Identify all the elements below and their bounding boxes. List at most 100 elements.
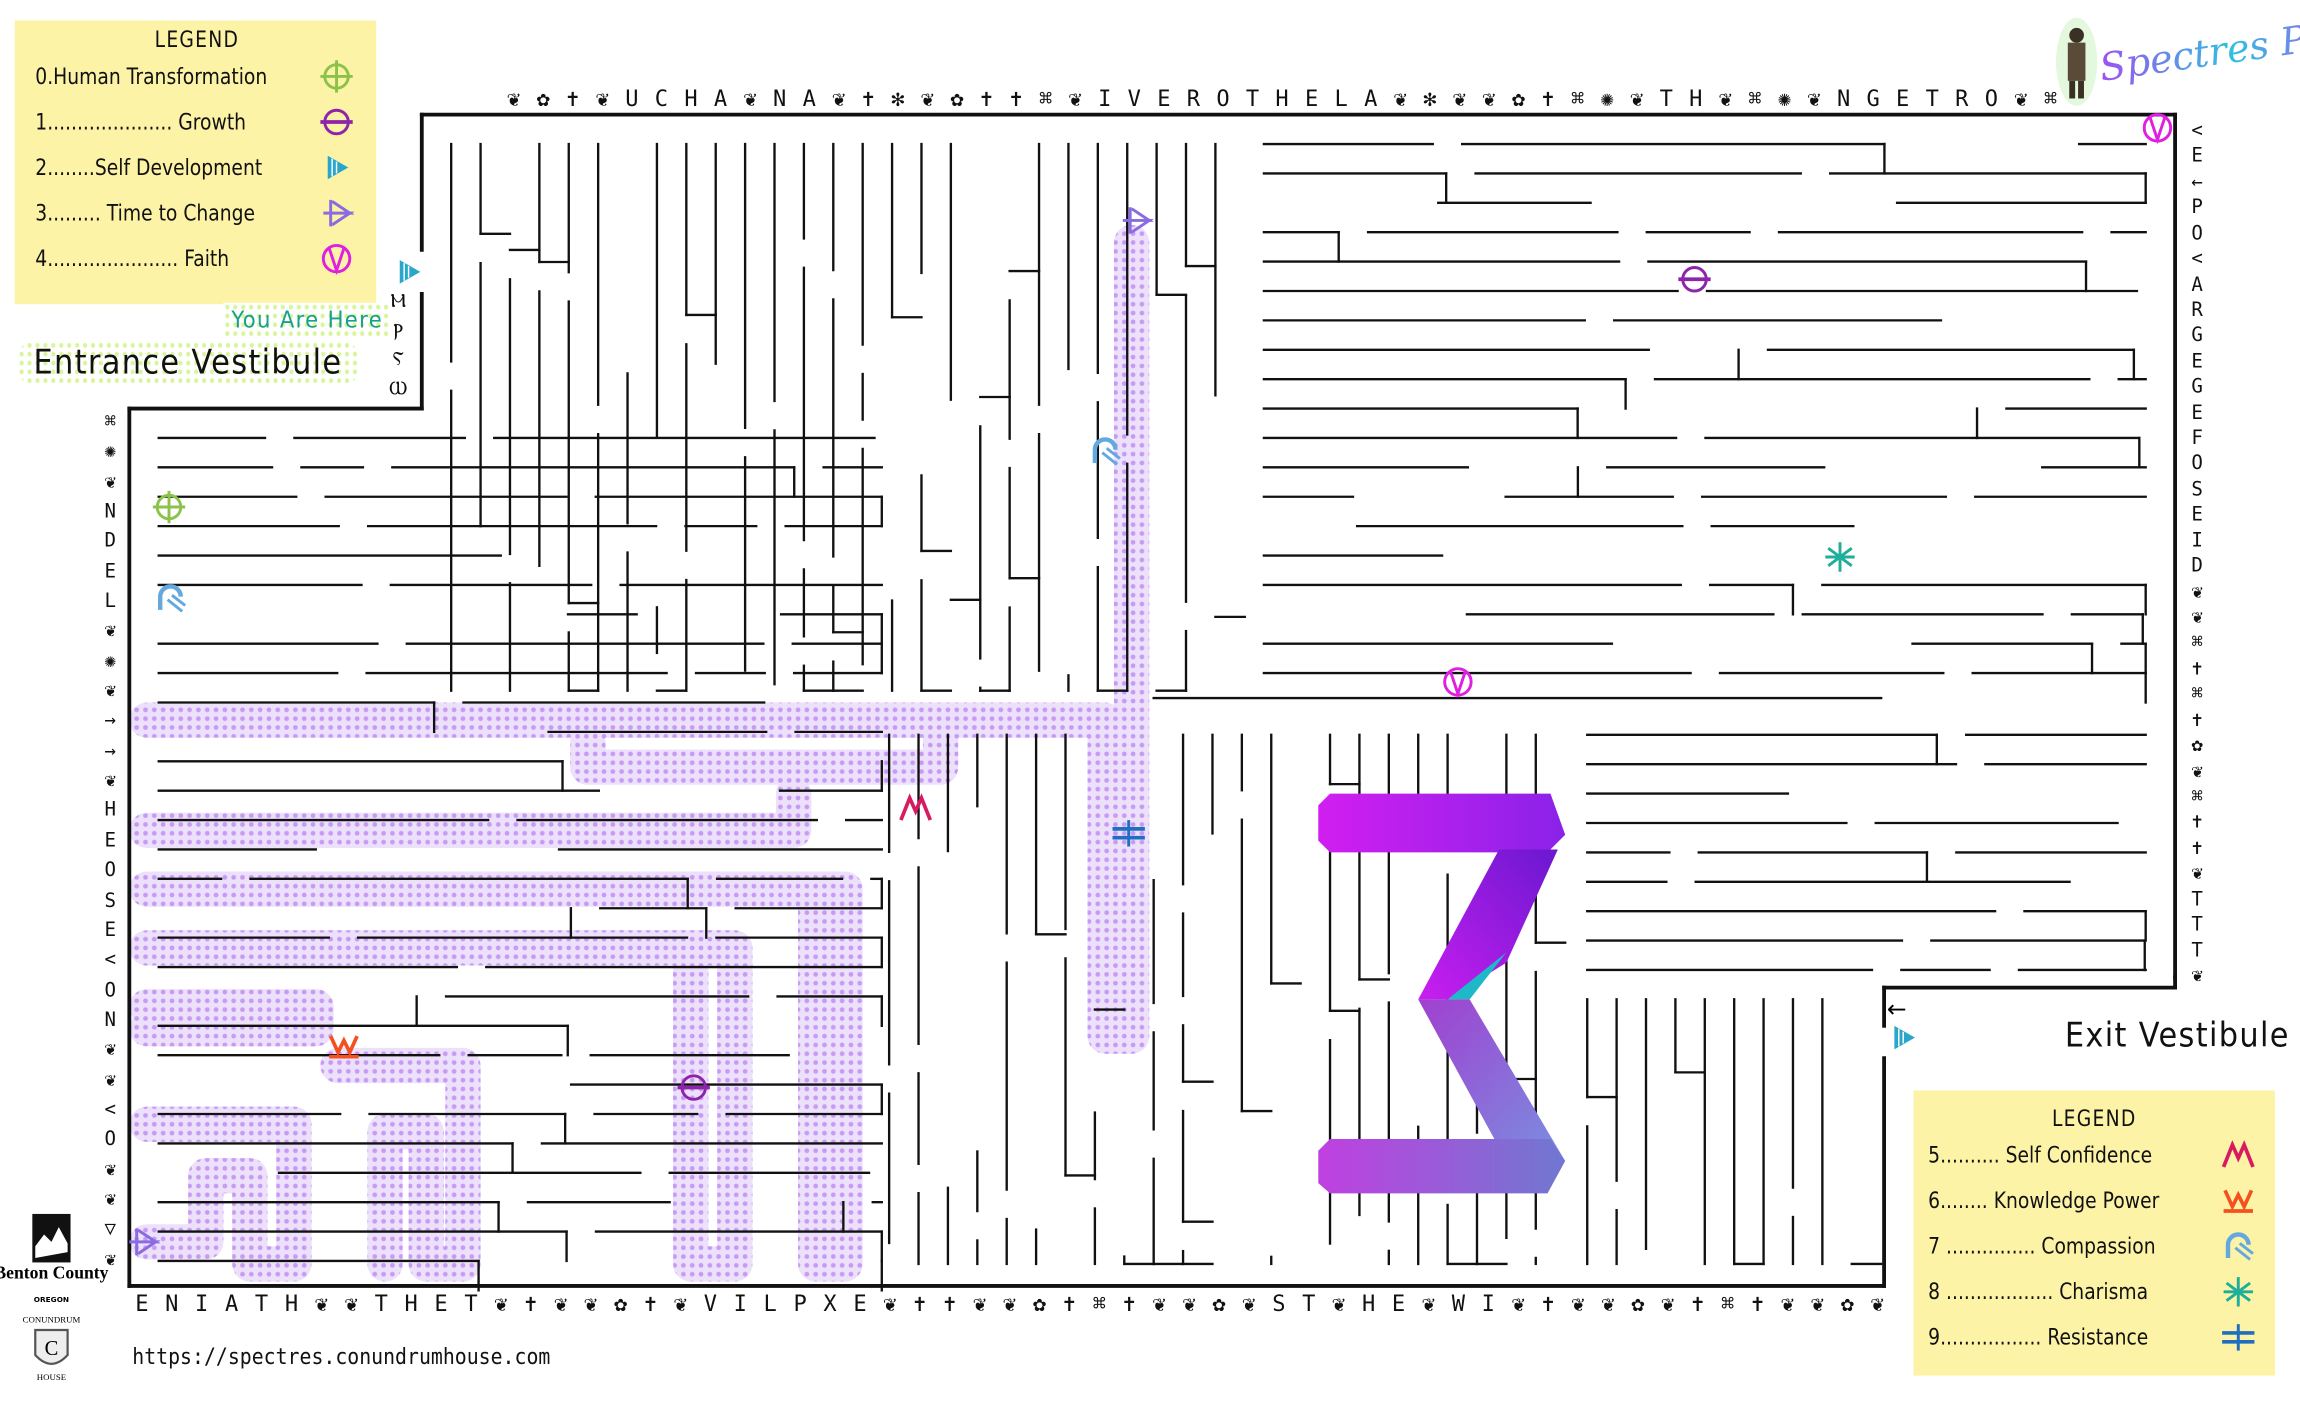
border-glyph: S: [104, 889, 116, 912]
border-glyph: E: [1304, 85, 1319, 112]
border-glyph: T: [374, 1290, 388, 1317]
legend-item: 6........ Knowledge Power: [1928, 1177, 2260, 1223]
border-glyph: ✝: [861, 85, 875, 112]
border-glyph: E: [135, 1290, 149, 1317]
border-glyph: ❦: [1242, 1290, 1256, 1317]
border-glyph: R: [1186, 85, 1201, 112]
border-glyph: E: [434, 1290, 448, 1317]
border-glyph: L: [104, 590, 116, 613]
border-glyph: ❦: [104, 1158, 116, 1182]
legend-item-label: 9................. Resistance: [1928, 1323, 2149, 1350]
border-glyph: ✝: [643, 1290, 658, 1317]
circle-v-icon: [315, 239, 359, 277]
border-glyph: H: [104, 800, 116, 823]
border-glyph: ❦: [344, 1290, 358, 1317]
solved-path-segment: [129, 1106, 312, 1282]
legend-title: LEGEND: [154, 26, 240, 53]
legend-item-label: 3......... Time to Change: [35, 199, 256, 226]
border-glyph: E: [104, 560, 116, 584]
m-zigzag-icon: [899, 793, 932, 821]
border-glyph: ⌘: [1092, 1290, 1106, 1317]
legend-item-label: 1..................... Growth: [35, 108, 247, 135]
arch-icon: [157, 584, 187, 613]
border-glyph: E: [1391, 1290, 1406, 1317]
border-glyph: ❦: [1630, 85, 1644, 112]
border-glyph: ✝: [979, 85, 994, 112]
border-glyph: Ⲙ: [390, 290, 407, 314]
border-glyph: ❦: [2191, 606, 2203, 630]
legend-item-label: 5.......... Self Confidence: [1928, 1141, 2153, 1168]
border-glyph: →: [104, 740, 116, 763]
svg-text:C: C: [45, 1338, 59, 1360]
border-glyph: Ⲱ: [389, 377, 408, 400]
border-glyph: ⌘: [2191, 632, 2203, 655]
border-glyph: O: [104, 979, 116, 1002]
svg-text:OREGON: OREGON: [34, 1295, 69, 1304]
legend-item: 3......... Time to Change: [35, 190, 358, 236]
border-glyph: D: [104, 531, 116, 554]
border-glyph: ❦: [2191, 863, 2203, 886]
border-glyph: ✿: [1212, 1290, 1226, 1317]
border-glyph: ❦: [1332, 1290, 1346, 1317]
border-glyph: ❦: [973, 1290, 987, 1317]
website-url[interactable]: https://spectres.conundrumhouse.com: [132, 1343, 551, 1370]
legend-item-label: 6........ Knowledge Power: [1928, 1186, 2160, 1214]
border-glyph: ⌘: [1721, 1290, 1735, 1317]
crossed-triangle-icon: [129, 1228, 161, 1256]
crown-w-icon: [2216, 1181, 2260, 1219]
border-glyph: C: [654, 85, 669, 112]
border-glyph: T: [1925, 85, 1939, 112]
exit-vestibule-label: Exit Vestibule: [2064, 1016, 2290, 1056]
border-glyph: ❦: [104, 1248, 116, 1271]
border-glyph: ❦: [1152, 1290, 1166, 1317]
circle-v-icon: [1443, 667, 1473, 699]
border-glyph: ❦: [2191, 760, 2203, 783]
circle-cross-icon: [315, 57, 359, 95]
border-glyph: O: [104, 1129, 116, 1152]
border-glyph: R: [1955, 85, 1969, 112]
border-glyph: ✺: [104, 650, 116, 673]
border-glyph: ✿: [1840, 1290, 1854, 1317]
border-glyph: ✝: [2191, 658, 2203, 681]
exit-arrow-icon: ←: [1887, 995, 1907, 1023]
border-glyph: ❦: [1068, 85, 1082, 112]
border-glyph: ✺: [1777, 85, 1792, 112]
legend-item: 8 .................. Charisma: [1928, 1268, 2260, 1314]
legend-item: 0.Human Transformation: [35, 53, 358, 99]
border-glyph: ✝: [2191, 709, 2203, 732]
border-glyph: ❦: [1810, 1290, 1825, 1317]
m-zigzag-icon: [2216, 1135, 2260, 1173]
border-glyph: ✿: [1511, 85, 1526, 112]
border-glyph: T: [2191, 888, 2203, 911]
legend-bottom: LEGEND 5.......... Self Confidence 6.....…: [1913, 1090, 2276, 1376]
solved-path-segment: [129, 775, 812, 848]
border-glyph: E: [1157, 85, 1171, 112]
circle-v-icon: [2142, 113, 2173, 145]
border-glyph: T: [254, 1290, 269, 1317]
border-runes-bottom: E N I A T H ❦ ❦ T H E T ❦ ✝ ❦ ❦ ✿ ✝ ❦ V I L P X E ❦ ✝ ✝ ❦ ❦ ✿ ✝ ⌘ ✝ ❦ ❦ ✿ ❦ S T…: [135, 1290, 1884, 1316]
border-glyph: ✝: [524, 1290, 538, 1317]
border-glyph: ❦: [554, 1290, 568, 1317]
border-glyph: ✺: [104, 441, 116, 464]
circle-bar-icon: [1678, 266, 1711, 293]
border-glyph: P: [2191, 197, 2203, 220]
border-glyph: ❦: [1393, 85, 1407, 112]
border-glyph: ✿: [1032, 1290, 1047, 1317]
entrance-vestibule-label: Entrance Vestibule: [17, 340, 359, 386]
spectres-past-wordmark: Spectres Past: [2097, 10, 2300, 90]
border-glyph: ❦: [1002, 1290, 1017, 1317]
border-glyph: T: [1302, 1290, 1316, 1317]
border-glyph: ❦: [104, 1188, 116, 1211]
border-glyph: H: [284, 1290, 299, 1317]
border-glyph: ❦: [920, 85, 935, 112]
border-glyph: <: [2191, 248, 2203, 271]
border-glyph: ⌘: [2191, 786, 2203, 809]
border-glyph: ❦: [743, 85, 757, 112]
border-glyph: ❦: [832, 85, 846, 112]
border-glyph: T: [1659, 85, 1673, 112]
border-glyph: ❦: [883, 1290, 897, 1317]
border-glyph: ⌘: [1570, 85, 1585, 112]
legend-title: LEGEND: [2051, 1105, 2137, 1132]
border-glyph: G: [2191, 376, 2203, 399]
